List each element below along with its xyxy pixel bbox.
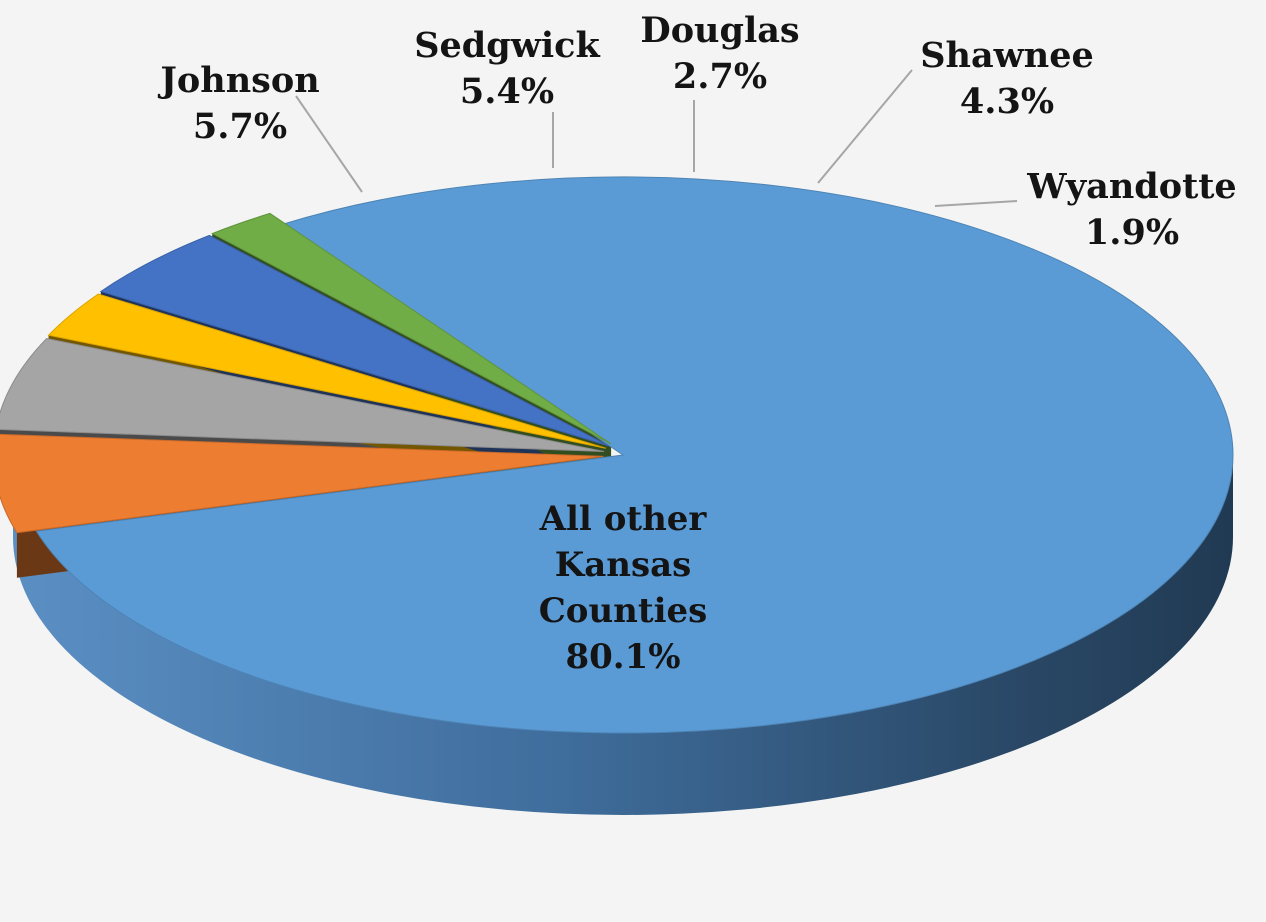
data-label-sedgwick-value: 5.4% (460, 71, 554, 112)
data-label-sedgwick-name: Sedgwick (414, 25, 600, 66)
data-label-johnson-name: Johnson (157, 60, 319, 101)
leader-line-wyandotte (934, 200, 1018, 207)
pie-slice-shawnee (99, 234, 609, 447)
pie-slice-douglas (47, 293, 606, 449)
pie-tops (0, 176, 1234, 734)
pie-slice-wyandotte (211, 212, 612, 445)
leader-line-johnson (295, 95, 363, 193)
data-label-douglas-name: Douglas (640, 10, 799, 51)
pie-slice-all-other-kansas-counties (35, 176, 1234, 734)
pie-slice-sedgwick (0, 337, 605, 453)
data-label-wyandotte-name: Wyandotte (1026, 166, 1236, 207)
pie-slice-johnson (0, 433, 604, 534)
leader-lines (295, 69, 1018, 207)
data-label-all-other-kansas-counties-name: Kansas (555, 545, 692, 585)
slice-labels: All other Kansas Counties 80.1% Johnson 5.7% S… (157, 10, 1236, 677)
data-label-shawnee-value: 4.3% (960, 81, 1054, 122)
data-label-douglas-value: 2.7% (673, 56, 767, 97)
data-label-wyandotte-value: 1.9% (1085, 212, 1179, 253)
data-label-johnson-value: 5.7% (193, 106, 287, 147)
pie-side-all-other-kansas-counties (13, 455, 1233, 815)
data-label-all-other-kansas-counties-value: 80.1% (565, 637, 680, 677)
data-label-shawnee-name: Shawnee (920, 35, 1094, 76)
data-label-all-other-kansas-counties-name: All other (539, 499, 708, 539)
leader-line-shawnee (817, 69, 913, 184)
data-label-all-other-kansas-counties-name: Counties (539, 591, 708, 631)
